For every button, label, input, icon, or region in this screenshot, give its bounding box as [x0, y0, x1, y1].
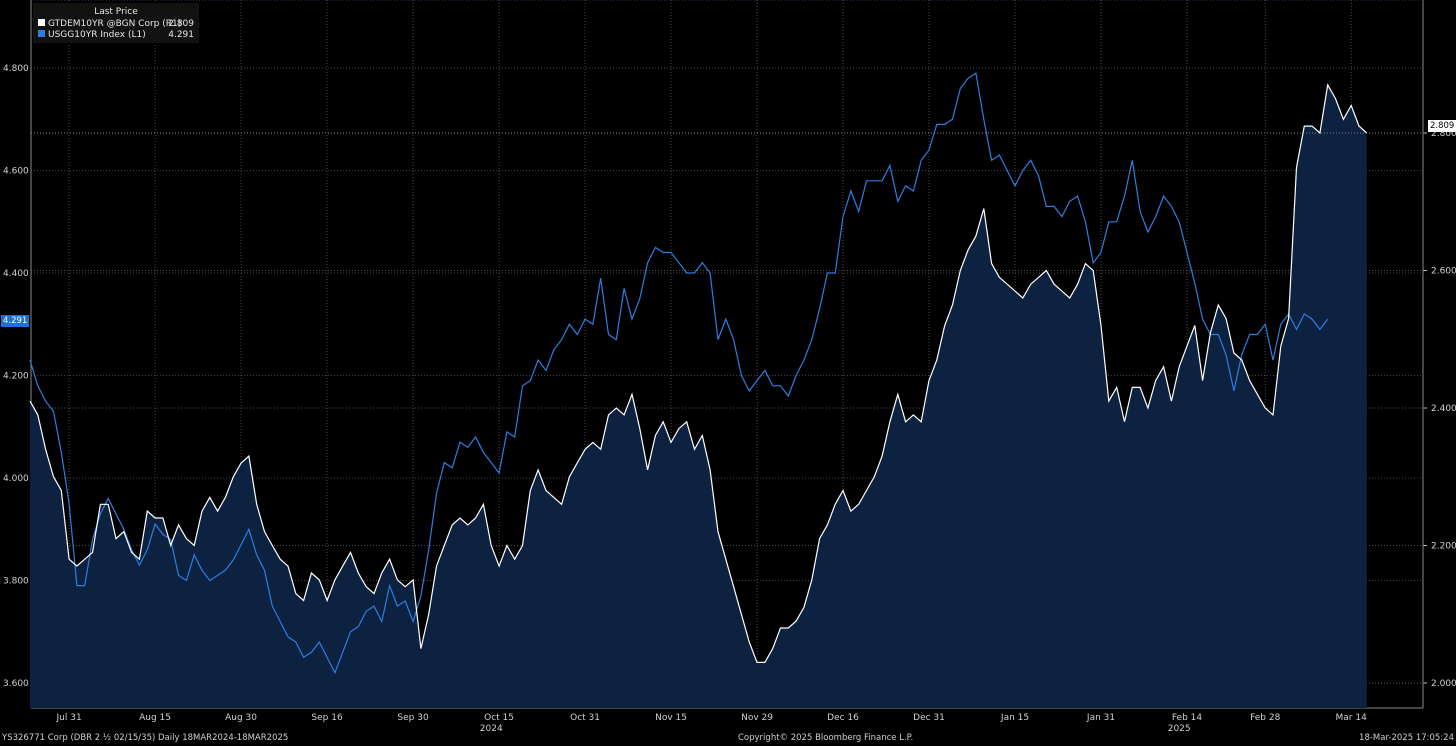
x-tick-label: Aug 15: [139, 713, 171, 723]
footer-security: YS326771 Corp (DBR 2 ½ 02/15/35) Daily 1…: [2, 733, 289, 743]
left-last-price-tag: 4.291: [1, 315, 30, 327]
right-last-price-tag: 2.809: [1428, 120, 1456, 132]
legend-value-de: 2.809: [168, 19, 194, 29]
legend: Last Price GTDEM10YR @BGN Corp (R1) 2.80…: [33, 3, 199, 43]
legend-swatch-de: [38, 19, 45, 26]
x-tick-label: Oct 15: [484, 713, 514, 723]
footer-copyright: Copyright© 2025 Bloomberg Finance L.P.: [738, 733, 914, 743]
left-tick-label: 4.000: [3, 474, 29, 484]
x-tick-label: Sep 30: [397, 713, 429, 723]
left-tick-label: 4.200: [3, 372, 29, 382]
x-tick-label: Sep 16: [311, 713, 343, 723]
series-line-de10y: [29, 83, 1368, 663]
x-year-label: 2024: [480, 724, 503, 734]
series-line-us10y: [29, 72, 1329, 675]
footer-timestamp: 18-Mar-2025 17:05:24: [1359, 733, 1454, 743]
legend-value-us: 4.291: [168, 30, 194, 40]
left-tick-label: 3.600: [3, 679, 29, 689]
x-year-label: 2025: [1168, 724, 1191, 734]
left-tick-label: 4.400: [3, 269, 29, 279]
left-tick-label: 3.800: [3, 577, 29, 587]
legend-label-us: USGG10YR Index (L1): [48, 30, 146, 40]
series-area-de: [30, 84, 1367, 708]
left-tick-label: 4.800: [3, 64, 29, 74]
x-tick-label: Nov 15: [655, 713, 687, 723]
x-tick-label: Mar 14: [1336, 713, 1368, 723]
x-tick-label: Feb 28: [1250, 713, 1281, 723]
legend-item-us[interactable]: USGG10YR Index (L1) 4.291: [33, 30, 199, 41]
x-tick-label: Dec 31: [913, 713, 945, 723]
right-tick-label: 2.600: [1431, 267, 1456, 277]
legend-title: Last Price: [94, 7, 138, 17]
right-tick-label: 2.000: [1431, 679, 1456, 689]
legend-swatch-us: [38, 30, 45, 37]
left-tick-label: 4.600: [3, 167, 29, 177]
x-tick-label: Nov 29: [741, 713, 773, 723]
x-tick-label: Feb 14: [1172, 713, 1203, 723]
x-tick-label: Dec 16: [827, 713, 859, 723]
right-tick-label: 2.800: [1431, 129, 1456, 139]
right-tick-label: 2.400: [1431, 404, 1456, 414]
x-tick-label: Aug 30: [225, 713, 257, 723]
right-tick-label: 2.200: [1431, 542, 1456, 552]
x-tick-label: Jul 31: [56, 713, 82, 723]
x-tick-label: Jan 15: [1000, 713, 1029, 723]
x-tick-label: Jan 31: [1086, 713, 1115, 723]
legend-item-de[interactable]: GTDEM10YR @BGN Corp (R1) 2.809: [33, 19, 199, 30]
legend-label-de: GTDEM10YR @BGN Corp (R1): [48, 19, 182, 29]
x-tick-label: Oct 31: [570, 713, 600, 723]
